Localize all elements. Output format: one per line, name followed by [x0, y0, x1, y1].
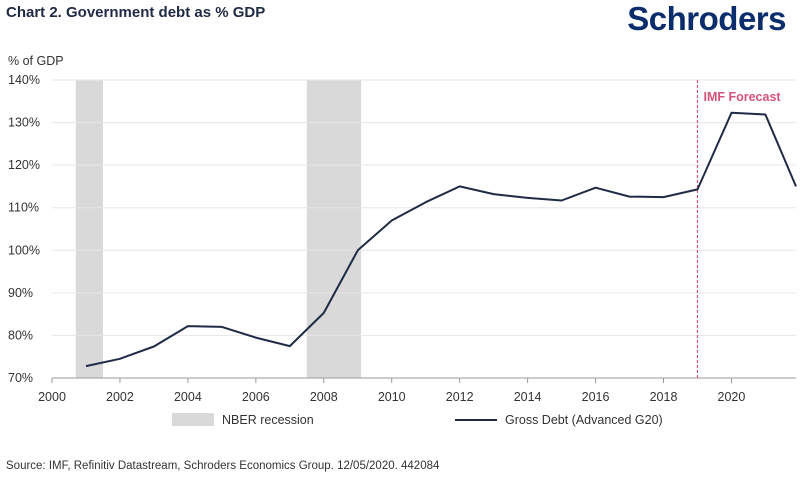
recession-band-1 [306, 80, 362, 378]
source-note: Source: IMF, Refinitiv Datastream, Schro… [6, 460, 440, 472]
x-tick-label-6: 2012 [446, 390, 474, 404]
y-tick-label-3: 100% [8, 243, 40, 257]
schroders-logo: Schroders [627, 0, 786, 37]
legend-label-gross-debt: Gross Debt (Advanced G20) [505, 413, 663, 427]
y-tick-label-0: 70% [8, 371, 33, 385]
x-tick-label-0: 2000 [38, 390, 66, 404]
y-tick-label-1: 80% [8, 328, 33, 342]
x-tick-label-8: 2016 [582, 390, 610, 404]
recession-band-0 [75, 80, 103, 378]
forecast-annotation: IMF Forecast [703, 90, 781, 104]
x-tick-label-7: 2014 [514, 390, 542, 404]
x-tick-label-3: 2006 [242, 390, 270, 404]
series-line-0 [85, 111, 797, 368]
y-tick-label-2: 90% [8, 286, 33, 300]
chart-title: Chart 2. Government debt as % GDP [6, 4, 266, 21]
x-tick-label-2: 2004 [174, 390, 202, 404]
legend-swatch-recession [172, 413, 214, 426]
x-tick-label-5: 2010 [378, 390, 406, 404]
y-tick-label-4: 110% [8, 201, 39, 215]
x-tick-label-9: 2018 [650, 390, 678, 404]
y-axis-title: % of GDP [8, 54, 64, 68]
x-tick-label-4: 2008 [310, 390, 338, 404]
x-tick-label-1: 2002 [106, 390, 134, 404]
y-tick-label-6: 130% [8, 116, 40, 130]
legend-label-recession: NBER recession [222, 413, 314, 427]
y-tick-label-7: 140% [8, 73, 40, 87]
y-tick-label-5: 120% [8, 158, 40, 172]
x-tick-label-10: 2020 [718, 390, 746, 404]
